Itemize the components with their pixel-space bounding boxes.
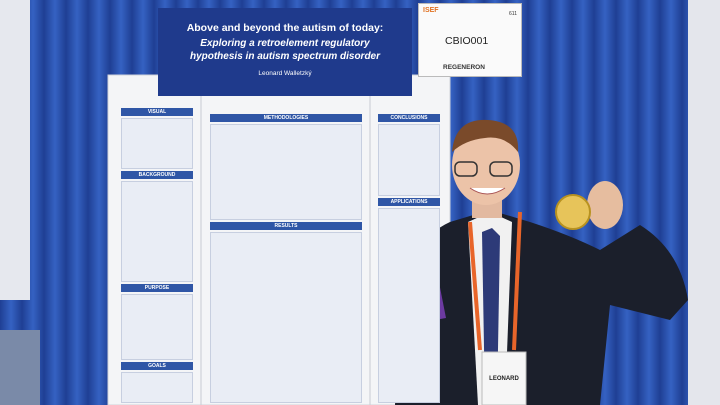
section-content	[121, 181, 193, 282]
section-header: RESULTS	[210, 222, 362, 230]
hair	[452, 119, 519, 152]
booth-sign: ISEF 611 CBIO001 REGENERON	[418, 3, 522, 77]
poster-title: Above and beyond the autism of today:	[186, 22, 384, 34]
glasses	[454, 161, 478, 177]
section-content	[121, 294, 193, 360]
section-header: BACKGROUND	[121, 171, 193, 179]
title-banner: Above and beyond the autism of today: Ex…	[158, 8, 412, 96]
section-content	[121, 118, 193, 169]
sponsor: REGENERON	[443, 64, 485, 71]
section-header: GOALS	[121, 362, 193, 370]
suit	[395, 210, 688, 405]
glasses	[489, 161, 513, 177]
section-content	[378, 208, 440, 403]
sign-logo: ISEF	[423, 7, 439, 14]
medal	[555, 194, 591, 230]
section-header: METHODOLOGIES	[210, 114, 362, 122]
lanyard	[512, 211, 522, 351]
section-content	[210, 232, 362, 403]
section-header: CONCLUSIONS	[378, 114, 440, 122]
poster-author: Leonard Walletzký	[258, 70, 312, 77]
face	[452, 125, 520, 205]
badge-name: LEONARD	[489, 376, 519, 382]
poster-subtitle: Exploring a retroelement regulatory hypo…	[189, 38, 381, 62]
white-curtain	[688, 0, 720, 405]
booth-number: 611	[509, 11, 517, 17]
badge	[481, 351, 527, 405]
smile	[469, 187, 506, 195]
section-header: APPLICATIONS	[378, 198, 440, 206]
floor	[0, 330, 40, 405]
section-content	[210, 124, 362, 220]
hand	[587, 181, 623, 229]
project-id: CBIO001	[445, 35, 489, 47]
section-header: VISUAL	[121, 108, 193, 116]
section-content	[378, 124, 440, 196]
section-content	[121, 372, 193, 403]
white-curtain	[0, 0, 30, 300]
lanyard	[468, 221, 482, 351]
section-header: PURPOSE	[121, 284, 193, 292]
